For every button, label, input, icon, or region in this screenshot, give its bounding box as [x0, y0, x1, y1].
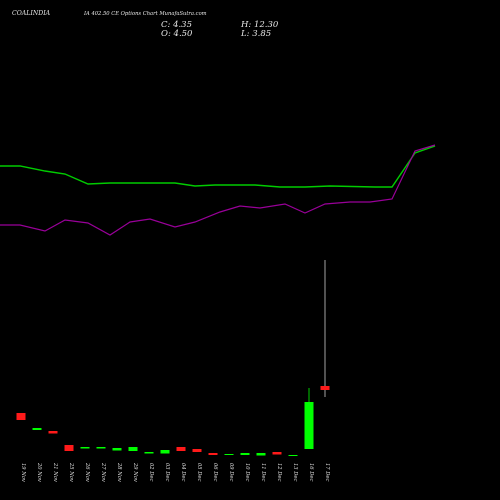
- x-tick-label: 27 Nov: [100, 462, 106, 482]
- candle-body-05-dec: [192, 449, 202, 452]
- x-tick-label: 19 Nov: [20, 463, 26, 482]
- x-tick-label: 06 Dec: [212, 463, 218, 481]
- high-value: H: 12.30: [240, 20, 279, 30]
- candle-body-12-dec: [272, 452, 282, 455]
- candles: [16, 260, 330, 456]
- x-axis-labels: 19 Nov 20 Nov 21 Nov 25 Nov 26 Nov 27 Nov 28 N…: [20, 462, 330, 482]
- open-value: O: 4.50: [161, 29, 193, 39]
- x-tick-label: 04 Dec: [180, 463, 186, 481]
- x-tick-label: 20 Nov: [36, 462, 42, 482]
- x-tick-label: 26 Nov: [84, 462, 90, 482]
- close-value: C: 4.35: [161, 20, 192, 30]
- x-tick-label: 29 Nov: [132, 462, 138, 482]
- candle-body-28-nov: [112, 448, 122, 451]
- candle-body-11-dec: [256, 453, 266, 456]
- candle-body-17-dec: [320, 386, 330, 390]
- x-tick-label: 17 Dec: [324, 463, 330, 481]
- candle-body-09-dec: [224, 454, 234, 455]
- ma-green-line: [0, 145, 436, 188]
- candle-body-27-nov: [96, 447, 106, 449]
- low-value: L: 3.85: [240, 29, 271, 39]
- candle-body-03-dec: [160, 450, 170, 454]
- candle-body-21-nov: [48, 431, 58, 434]
- symbol-label: COALINDIA: [12, 10, 51, 17]
- candle-body-25-nov: [64, 445, 74, 451]
- x-tick-label: 16 Dec: [308, 463, 314, 481]
- x-tick-label: 12 Dec: [276, 463, 282, 481]
- x-tick-label: 10 Dec: [244, 463, 250, 481]
- candle-body-26-nov: [80, 447, 90, 449]
- ma-magenta-line: [0, 144, 436, 236]
- moving-averages: [0, 144, 436, 236]
- chart-subtitle: IA 402.50 CE Options Chart MunafaSutra.c…: [83, 11, 207, 17]
- candle-body-10-dec: [240, 453, 250, 455]
- candle-body-04-dec: [176, 447, 186, 451]
- x-tick-label: 13 Dec: [292, 463, 298, 481]
- candle-body-16-dec: [304, 402, 314, 449]
- x-tick-label: 11 Dec: [260, 463, 266, 481]
- candle-body-06-dec: [208, 453, 218, 455]
- x-tick-label: 21 Nov: [52, 462, 58, 482]
- x-tick-label: 09 Dec: [228, 463, 234, 481]
- x-tick-label: 03 Dec: [164, 463, 170, 481]
- candle-body-29-nov: [128, 447, 138, 451]
- x-tick-label: 25 Nov: [68, 462, 74, 482]
- x-tick-label: 05 Dec: [196, 463, 202, 481]
- x-tick-label: 02 Dec: [148, 463, 154, 481]
- candle-body-13-dec: [288, 455, 298, 456]
- candle-body-20-nov: [32, 428, 42, 430]
- x-tick-label: 28 Nov: [116, 462, 122, 482]
- candle-body-19-nov: [16, 413, 26, 420]
- candle-body-02-dec: [144, 452, 154, 454]
